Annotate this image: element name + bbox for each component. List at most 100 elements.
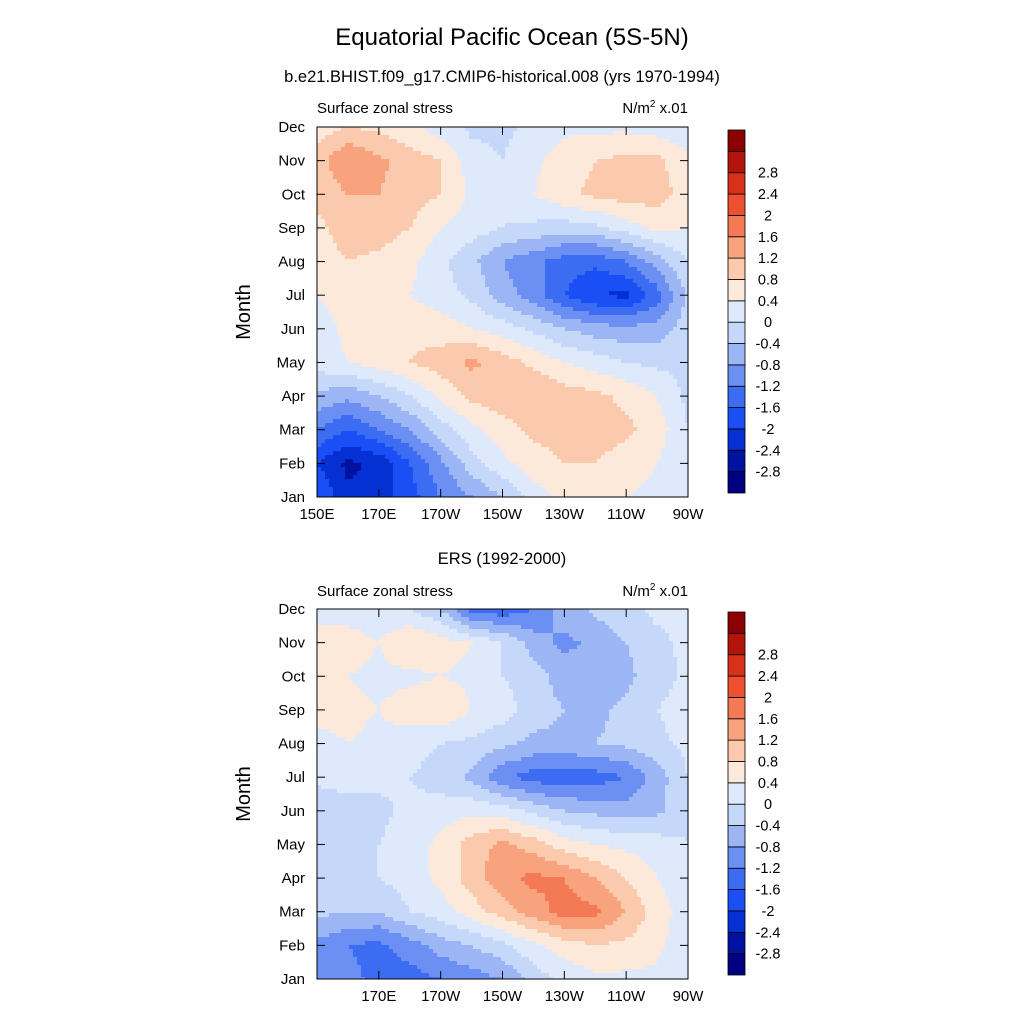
contour-cell bbox=[521, 143, 526, 148]
contour-cell bbox=[657, 287, 662, 292]
contour-cell bbox=[505, 155, 510, 160]
contour-cell bbox=[649, 171, 654, 176]
contour-cell bbox=[381, 307, 386, 312]
contour-cell bbox=[545, 143, 550, 148]
contour-cell bbox=[477, 303, 482, 308]
contour-cell bbox=[405, 251, 410, 256]
contour-cell bbox=[497, 239, 502, 244]
contour-cell bbox=[377, 207, 382, 212]
contour-cell bbox=[565, 279, 570, 284]
contour-cell bbox=[377, 227, 382, 232]
contour-cell bbox=[613, 323, 618, 328]
contour-cell bbox=[657, 227, 662, 232]
contour-cell bbox=[581, 127, 586, 132]
contour-cell bbox=[549, 227, 554, 232]
contour-cell bbox=[585, 127, 590, 132]
contour-cell bbox=[613, 275, 618, 280]
contour-cell bbox=[477, 223, 482, 228]
contour-cell bbox=[669, 179, 674, 184]
contour-cell bbox=[581, 279, 586, 284]
contour-cell bbox=[577, 191, 582, 196]
contour-cell bbox=[417, 203, 422, 208]
contour-cell bbox=[473, 227, 478, 232]
contour-cell bbox=[585, 135, 590, 140]
contour-cell bbox=[521, 283, 526, 288]
contour-cell bbox=[621, 219, 626, 224]
contour-cell bbox=[397, 243, 402, 248]
contour-cell bbox=[561, 131, 566, 136]
contour-cell bbox=[353, 331, 358, 336]
contour-cell bbox=[565, 235, 570, 240]
contour-cell bbox=[369, 339, 374, 344]
contour-cell bbox=[481, 179, 486, 184]
contour-cell bbox=[373, 299, 378, 304]
contour-cell bbox=[625, 215, 630, 220]
contour-cell bbox=[673, 275, 678, 280]
contour-cell bbox=[509, 163, 514, 168]
contour-cell bbox=[541, 223, 546, 228]
contour-cell bbox=[477, 287, 482, 292]
contour-cell bbox=[581, 319, 586, 324]
contour-cell bbox=[665, 311, 670, 316]
contour-cell bbox=[645, 187, 650, 192]
contour-cell bbox=[357, 339, 362, 344]
contour-cell bbox=[681, 319, 686, 324]
contour-cell bbox=[601, 227, 606, 232]
contour-cell bbox=[661, 259, 666, 264]
contour-cell bbox=[549, 159, 554, 164]
contour-cell bbox=[573, 187, 578, 192]
contour-cell bbox=[385, 251, 390, 256]
contour-cell bbox=[669, 235, 674, 240]
contour-cell bbox=[337, 339, 342, 344]
contour-cell bbox=[545, 327, 550, 332]
contour-cell bbox=[593, 327, 598, 332]
contour-cell bbox=[345, 267, 350, 272]
contour-cell bbox=[629, 219, 634, 224]
contour-cell bbox=[377, 311, 382, 316]
contour-cell bbox=[513, 267, 518, 272]
contour-cell bbox=[341, 335, 346, 340]
contour-cell bbox=[605, 131, 610, 136]
contour-cell bbox=[429, 287, 434, 292]
contour-cell bbox=[593, 199, 598, 204]
contour-cell bbox=[501, 203, 506, 208]
contour-cell bbox=[509, 247, 514, 252]
contour-cell bbox=[369, 203, 374, 208]
contour-cell bbox=[629, 331, 634, 336]
contour-cell bbox=[389, 143, 394, 148]
contour-cell bbox=[505, 247, 510, 252]
contour-cell bbox=[409, 131, 414, 136]
contour-cell bbox=[369, 143, 374, 148]
contour-cell bbox=[629, 183, 634, 188]
contour-cell bbox=[361, 135, 366, 140]
contour-cell bbox=[341, 255, 346, 260]
contour-cell bbox=[613, 219, 618, 224]
contour-cell bbox=[329, 299, 334, 304]
contour-cell bbox=[685, 203, 689, 208]
contour-cell bbox=[405, 267, 410, 272]
contour-cell bbox=[369, 131, 374, 136]
contour-cell bbox=[653, 131, 658, 136]
contour-cell bbox=[477, 147, 482, 152]
contour-cell bbox=[449, 243, 454, 248]
contour-cell bbox=[381, 299, 386, 304]
contour-cell bbox=[489, 139, 494, 144]
contour-cell bbox=[361, 159, 366, 164]
contour-cell bbox=[425, 143, 430, 148]
contour-cell bbox=[489, 171, 494, 176]
contour-cell bbox=[397, 147, 402, 152]
contour-cell bbox=[657, 279, 662, 284]
contour-cell bbox=[633, 143, 638, 148]
contour-cell bbox=[453, 295, 458, 300]
contour-cell bbox=[609, 315, 614, 320]
contour-cell bbox=[641, 183, 646, 188]
contour-cell bbox=[337, 191, 342, 196]
contour-cell bbox=[329, 239, 334, 244]
contour-cell bbox=[565, 163, 570, 168]
contour-cell bbox=[381, 339, 386, 344]
contour-cell bbox=[649, 327, 654, 332]
contour-cell bbox=[365, 323, 370, 328]
contour-cell bbox=[657, 135, 662, 140]
contour-cell bbox=[493, 323, 498, 328]
contour-cell bbox=[425, 315, 430, 320]
